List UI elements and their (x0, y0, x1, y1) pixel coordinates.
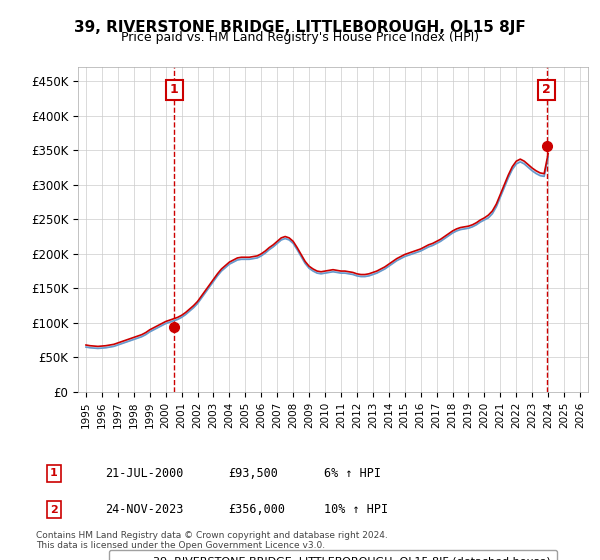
Text: 39, RIVERSTONE BRIDGE, LITTLEBOROUGH, OL15 8JF: 39, RIVERSTONE BRIDGE, LITTLEBOROUGH, OL… (74, 20, 526, 35)
Text: 6% ↑ HPI: 6% ↑ HPI (324, 466, 381, 480)
Text: £93,500: £93,500 (228, 466, 278, 480)
Text: 10% ↑ HPI: 10% ↑ HPI (324, 503, 388, 516)
Text: Price paid vs. HM Land Registry's House Price Index (HPI): Price paid vs. HM Land Registry's House … (121, 31, 479, 44)
Text: 2: 2 (50, 505, 58, 515)
Text: 24-NOV-2023: 24-NOV-2023 (105, 503, 184, 516)
Text: 1: 1 (50, 468, 58, 478)
Text: 2: 2 (542, 83, 551, 96)
Text: 1: 1 (170, 83, 179, 96)
Legend: 39, RIVERSTONE BRIDGE, LITTLEBOROUGH, OL15 8JF (detached house), HPI: Average pr: 39, RIVERSTONE BRIDGE, LITTLEBOROUGH, OL… (109, 550, 557, 560)
Text: £356,000: £356,000 (228, 503, 285, 516)
Text: Contains HM Land Registry data © Crown copyright and database right 2024.
This d: Contains HM Land Registry data © Crown c… (36, 530, 388, 550)
Text: 21-JUL-2000: 21-JUL-2000 (105, 466, 184, 480)
